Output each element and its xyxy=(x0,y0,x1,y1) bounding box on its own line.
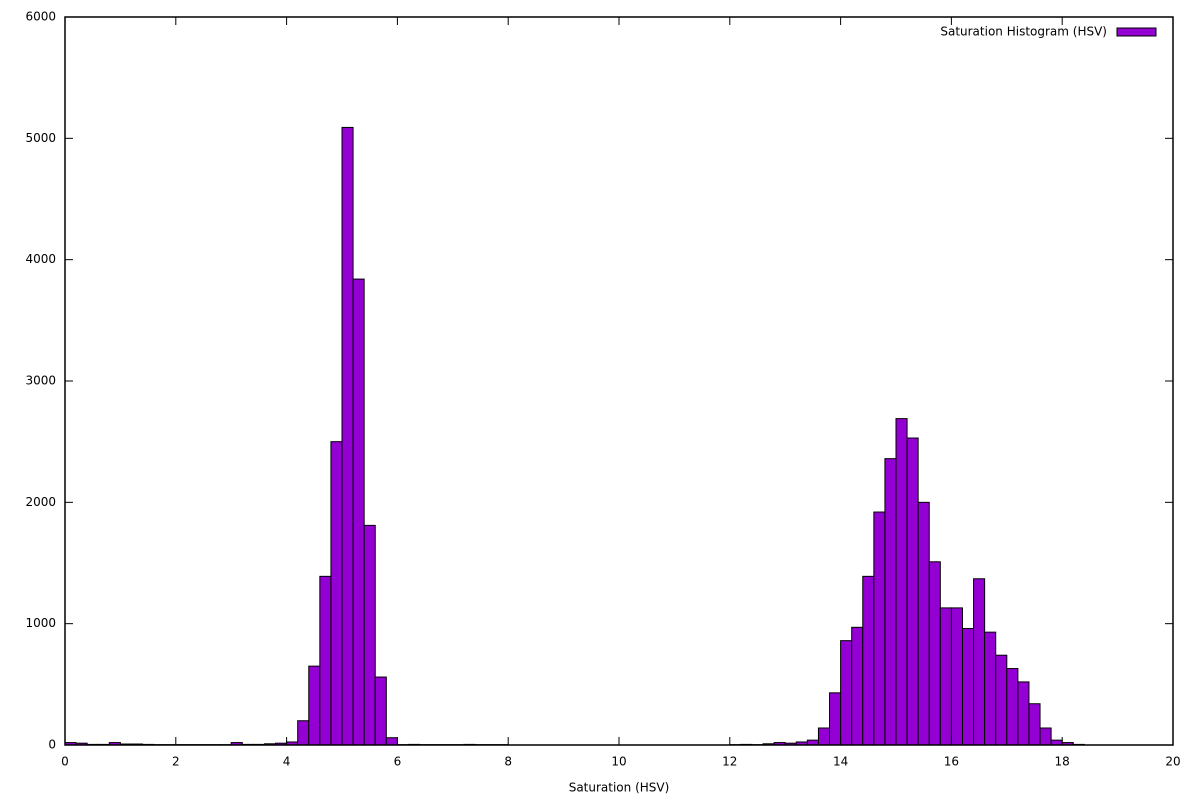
bar xyxy=(884,458,897,746)
x-tick-label: 10 xyxy=(611,755,626,769)
y-tick-label: 3000 xyxy=(25,374,56,388)
bar xyxy=(1017,681,1030,746)
x-tick-label: 6 xyxy=(394,755,402,769)
x-tick-label: 0 xyxy=(61,755,69,769)
bar xyxy=(341,126,354,746)
bar xyxy=(928,561,941,746)
bar xyxy=(961,628,975,746)
bar xyxy=(308,665,321,746)
bar xyxy=(895,418,908,746)
bar xyxy=(352,278,365,746)
bar xyxy=(385,737,398,746)
bar xyxy=(862,575,875,746)
bar xyxy=(319,575,332,746)
bar xyxy=(1028,703,1041,746)
bar xyxy=(950,607,963,746)
bar xyxy=(939,607,952,746)
bar xyxy=(917,501,930,746)
bar xyxy=(817,727,831,746)
bar xyxy=(906,437,919,746)
x-tick-label: 14 xyxy=(833,755,848,769)
y-tick-label: 0 xyxy=(48,738,56,752)
legend-swatch xyxy=(1116,27,1157,37)
x-tick-label: 4 xyxy=(283,755,291,769)
plot-frame xyxy=(64,16,1174,746)
bar xyxy=(840,640,853,746)
legend-label: Saturation Histogram (HSV) xyxy=(940,25,1107,39)
x-tick-label: 16 xyxy=(944,755,959,769)
y-tick-label: 5000 xyxy=(25,131,56,145)
bar xyxy=(984,631,997,746)
x-tick-label: 8 xyxy=(504,755,512,769)
bar xyxy=(973,578,986,746)
bar xyxy=(829,692,842,746)
bar xyxy=(995,654,1008,746)
x-tick-label: 2 xyxy=(172,755,180,769)
bar xyxy=(873,511,886,746)
x-tick-label: 18 xyxy=(1055,755,1070,769)
x-axis-label: Saturation (HSV) xyxy=(569,781,670,795)
bar xyxy=(1039,727,1052,746)
bar xyxy=(330,441,343,746)
x-tick-label: 20 xyxy=(1165,755,1180,769)
bar xyxy=(297,720,310,746)
bar xyxy=(363,524,376,746)
x-tick-label: 12 xyxy=(722,755,737,769)
y-tick-label: 1000 xyxy=(25,616,56,630)
y-tick-label: 6000 xyxy=(25,10,56,24)
bar xyxy=(374,676,387,746)
bar xyxy=(851,626,864,746)
y-tick-label: 2000 xyxy=(25,495,56,509)
bar xyxy=(1006,668,1019,746)
y-tick-label: 4000 xyxy=(25,252,56,266)
